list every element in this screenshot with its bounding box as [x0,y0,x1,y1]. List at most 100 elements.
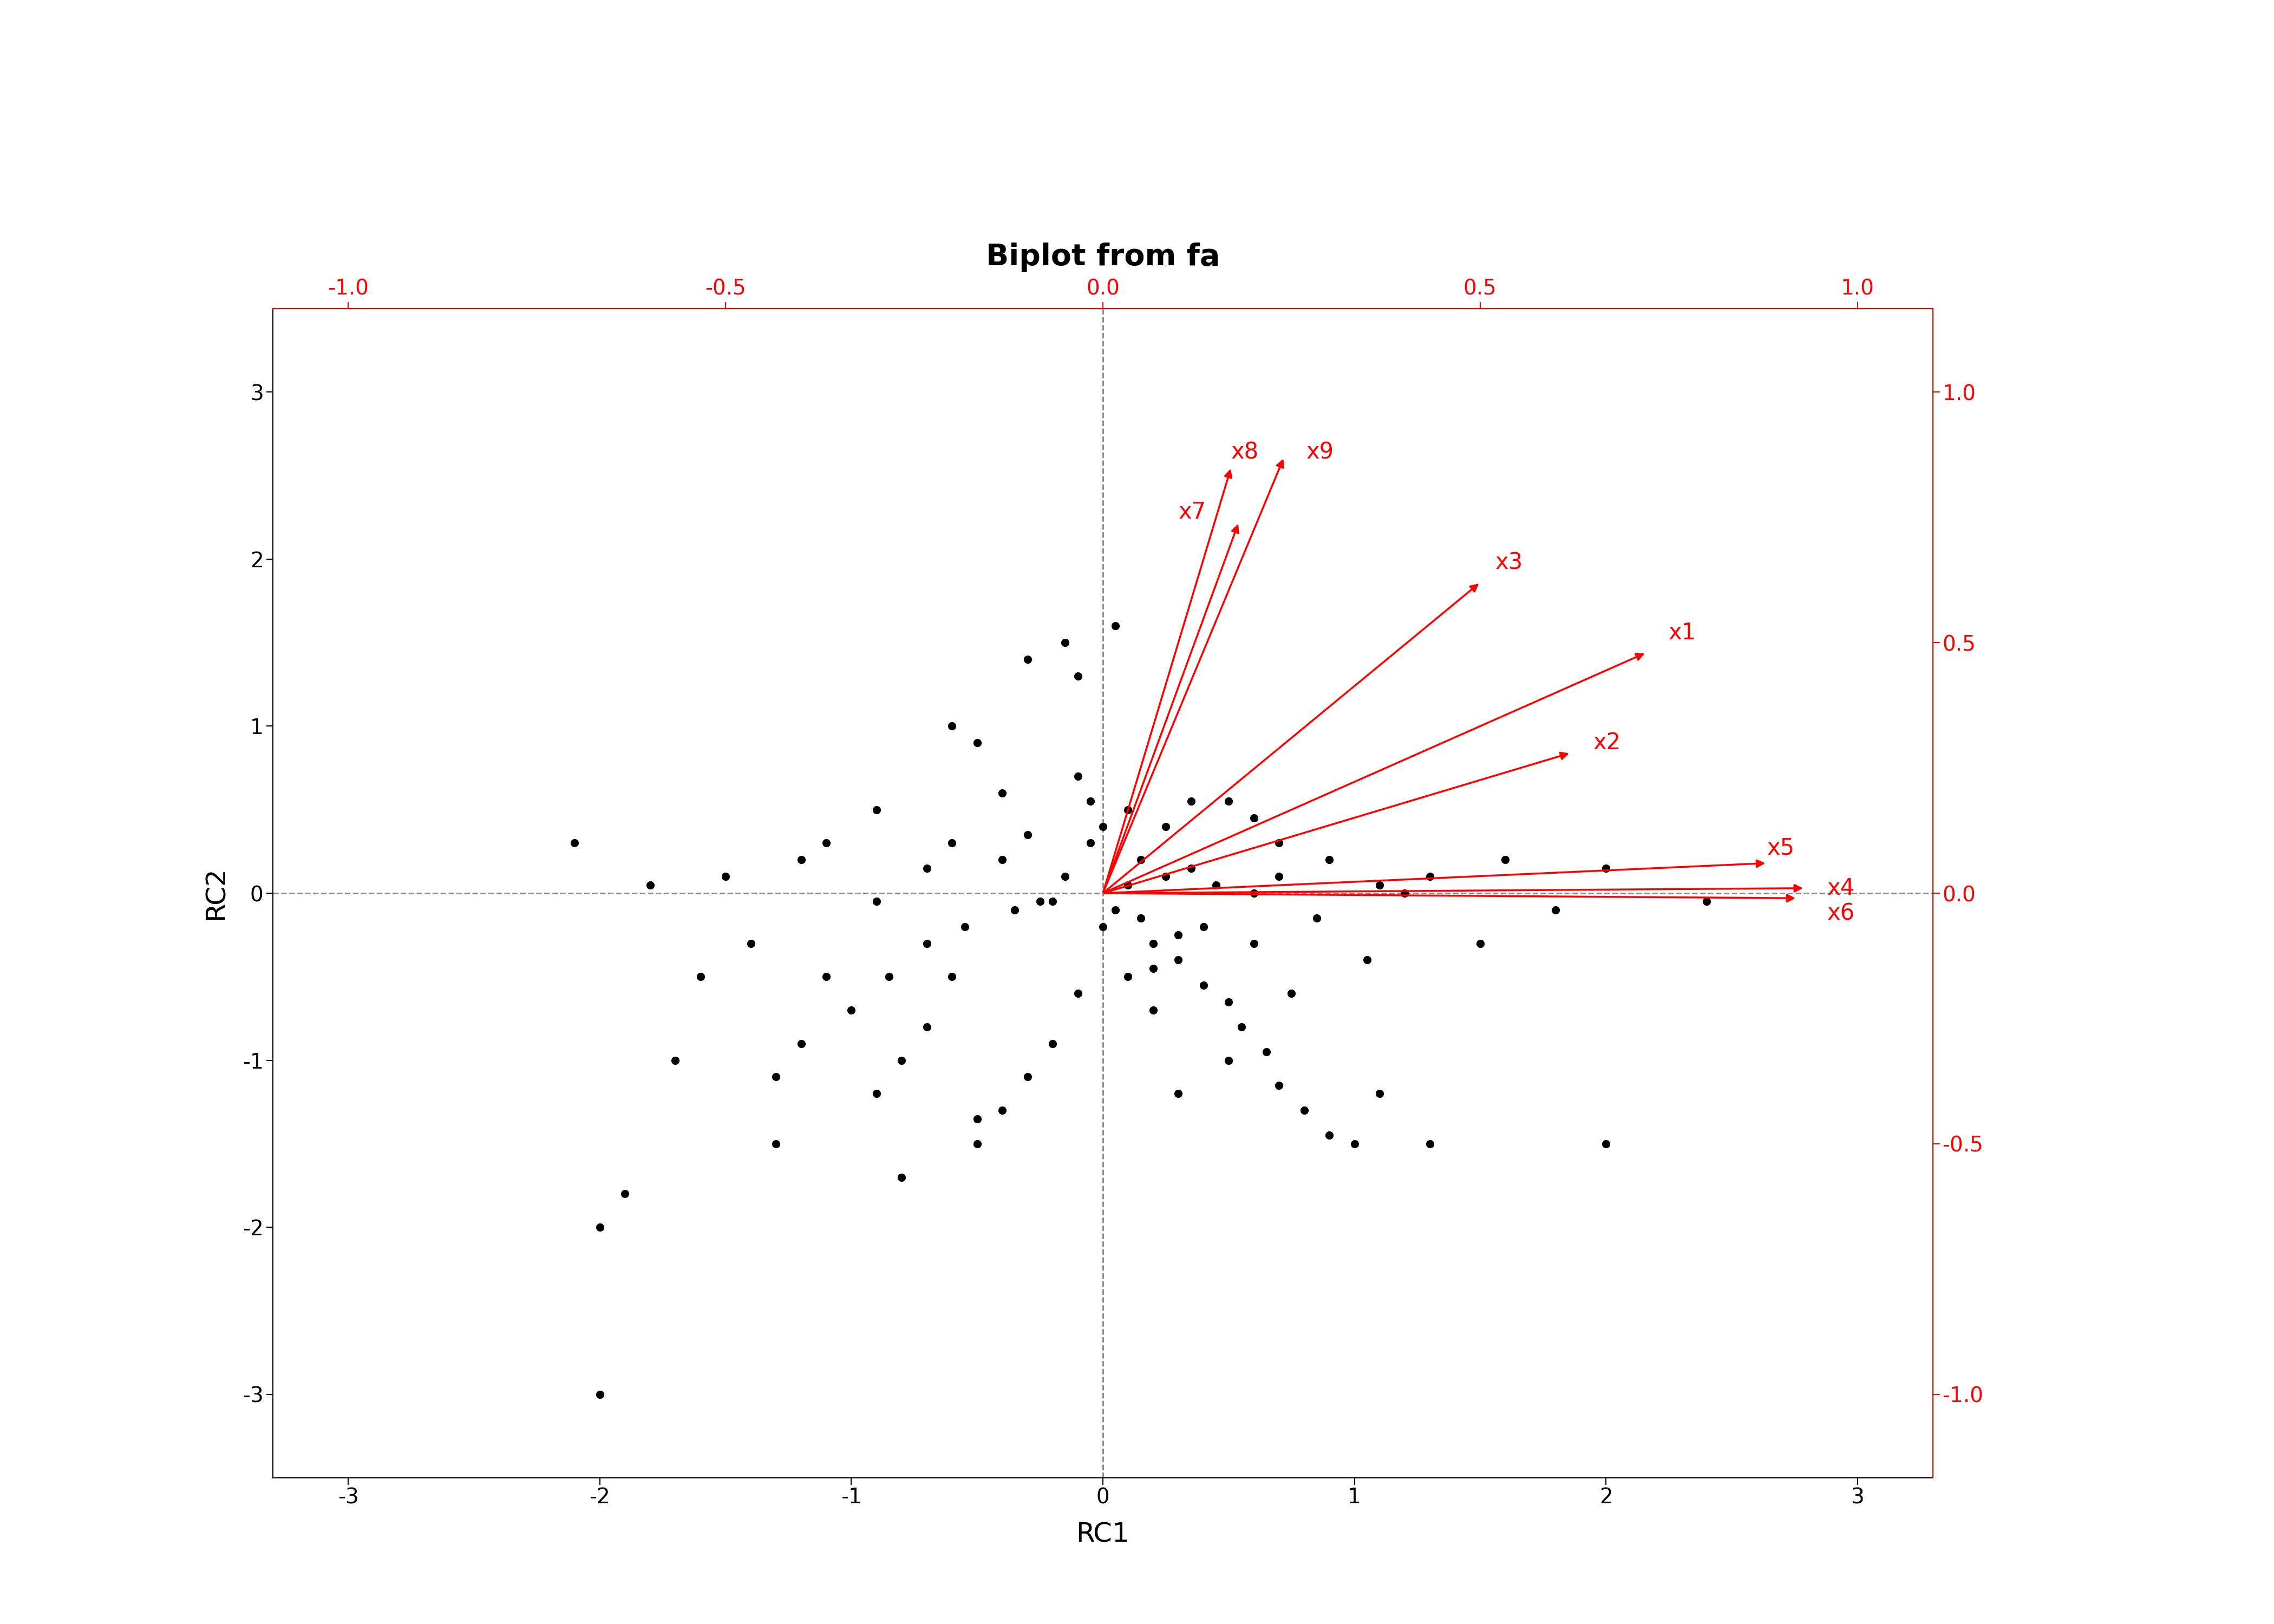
Point [1312,1122,1348,1148]
Point [1362,1080,1399,1106]
Point [1462,931,1499,957]
Point [1210,788,1246,814]
Point [582,1215,619,1241]
Point [1687,888,1724,914]
Point [1260,830,1296,856]
Point [1248,1039,1285,1065]
Point [985,1098,1021,1124]
Point [1098,612,1135,638]
Text: x7: x7 [1178,500,1205,523]
Point [1060,981,1096,1007]
Point [960,1106,996,1132]
Point [1035,888,1071,914]
Point [1135,931,1171,957]
Point [1010,822,1046,848]
Point [682,963,719,989]
Point [1362,872,1399,898]
Text: x2: x2 [1594,731,1621,754]
Point [1046,864,1082,890]
Point [1060,763,1096,789]
Point [1587,1130,1624,1156]
Point [1198,872,1235,898]
Point [657,1047,694,1073]
Point [885,1047,921,1073]
Point [1160,947,1196,973]
Point [1060,663,1096,689]
Point [1587,856,1624,882]
Point [996,896,1032,922]
Text: x1: x1 [1669,622,1696,645]
Point [1123,905,1160,931]
Point [1021,888,1057,914]
Point [1071,788,1107,814]
Point [707,864,744,890]
Point [632,872,669,898]
Point [857,888,894,914]
Point [782,846,819,872]
Point [1412,1130,1449,1156]
Point [1298,905,1335,931]
Point [1312,846,1348,872]
Text: x5: x5 [1767,836,1794,859]
Point [607,1181,644,1207]
Point [1010,646,1046,672]
Point [1412,864,1449,890]
Point [807,830,844,856]
Point [1110,797,1146,823]
Point [857,797,894,823]
Point [910,931,946,957]
Point [1337,1130,1373,1156]
Point [807,963,844,989]
Point [782,1031,819,1057]
Point [757,1064,794,1090]
Point [1185,914,1221,940]
Point [985,780,1021,806]
Point [1537,896,1574,922]
X-axis label: RC1: RC1 [1076,1522,1130,1548]
Point [1185,973,1221,999]
Point [1173,856,1210,882]
Point [582,1382,619,1408]
Point [1035,1031,1071,1057]
Point [871,963,907,989]
Point [885,1164,921,1190]
Point [985,846,1021,872]
Point [832,997,869,1023]
Point [1148,864,1185,890]
Y-axis label: RC2: RC2 [202,867,230,919]
Point [935,830,971,856]
Point [1110,872,1146,898]
Point [1085,914,1121,940]
Point [1160,922,1196,948]
Point [1123,846,1160,872]
Point [1273,981,1310,1007]
Point [1387,880,1424,906]
Point [1260,1072,1296,1098]
Point [1235,880,1271,906]
Point [946,914,982,940]
Point [935,713,971,739]
Point [910,1013,946,1039]
Point [1173,788,1210,814]
Point [857,1080,894,1106]
Point [1160,1080,1196,1106]
Point [1285,1098,1321,1124]
Point [1110,963,1146,989]
Text: x3: x3 [1496,551,1524,573]
Text: x4: x4 [1828,877,1856,900]
Point [1348,947,1385,973]
Point [1135,997,1171,1023]
Point [1010,1064,1046,1090]
Text: x8: x8 [1230,440,1260,463]
Point [557,830,594,856]
Text: x9: x9 [1308,440,1335,463]
Point [1260,864,1296,890]
Point [1235,931,1271,957]
Title: Biplot from fa: Biplot from fa [987,242,1219,271]
Point [757,1130,794,1156]
Point [1148,814,1185,840]
Point [1085,814,1121,840]
Point [1135,955,1171,981]
Point [1046,630,1082,656]
Point [1487,846,1524,872]
